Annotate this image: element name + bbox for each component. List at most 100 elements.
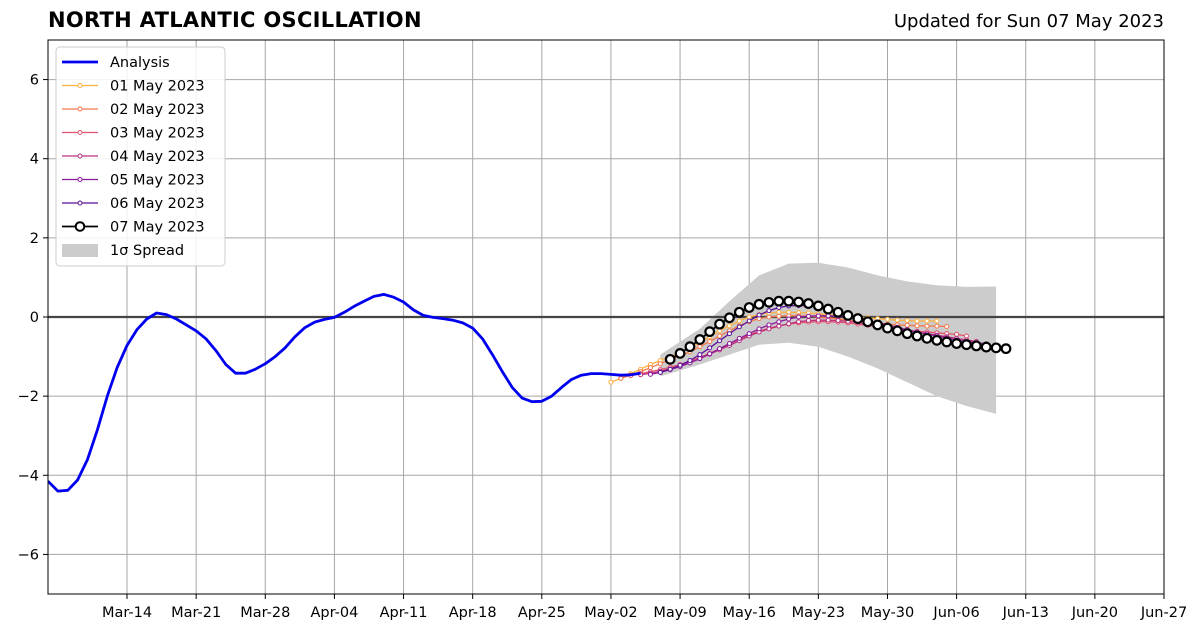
forecast-point — [746, 331, 752, 337]
x-tick-label: Apr-11 — [380, 605, 428, 621]
legend-label: 04 May 2023 — [110, 149, 205, 165]
analysis-layer — [48, 292, 641, 493]
forecast-point — [707, 339, 713, 345]
legend-item: 1σ Spread — [62, 243, 184, 259]
forecast-point — [805, 313, 811, 319]
legend-marker — [77, 130, 83, 135]
x-tick-label: Mar-28 — [240, 605, 290, 621]
forecast-point — [805, 318, 811, 324]
forecast-point — [901, 328, 913, 340]
forecast-point — [746, 314, 752, 320]
forecast-point — [990, 342, 1002, 354]
legend-item: 04 May 2023 — [62, 149, 205, 165]
y-tick-label: 4 — [30, 152, 39, 168]
forecast-point — [882, 322, 893, 334]
forecast-point — [657, 369, 663, 375]
forecast-point — [724, 312, 735, 324]
spread-band — [660, 262, 997, 414]
x-tick-label: May-02 — [584, 605, 637, 621]
forecast-point — [726, 323, 732, 329]
legend-label: 05 May 2023 — [110, 173, 205, 189]
forecast-point — [733, 306, 745, 318]
forecast-point — [667, 366, 673, 372]
x-tick-label: Jun-13 — [1002, 605, 1049, 621]
forecast-point — [786, 321, 792, 327]
forecast-point — [717, 346, 723, 352]
y-tick-label: 2 — [30, 231, 39, 247]
forecast-point — [756, 312, 762, 318]
forecast-point — [796, 314, 802, 320]
legend-item: 02 May 2023 — [62, 102, 205, 118]
forecast-point — [766, 308, 772, 314]
forecast-point — [796, 319, 802, 325]
forecast-point — [961, 339, 972, 351]
forecast-point — [776, 309, 782, 315]
legend-marker — [77, 153, 83, 159]
chart-subtitle: Updated for Sun 07 May 2023 — [893, 11, 1164, 32]
forecast-point — [647, 365, 653, 371]
forecast-point — [704, 326, 716, 338]
forecast-point — [697, 344, 703, 350]
forecast-point — [736, 335, 742, 341]
forecast-point — [812, 300, 824, 312]
forecast-point — [924, 318, 930, 324]
legend-marker — [77, 106, 83, 112]
y-tick-label: −4 — [18, 468, 39, 484]
x-tick-label: May-23 — [792, 605, 845, 621]
legend-label: 1σ Spread — [110, 243, 184, 259]
forecast-point — [944, 323, 950, 329]
forecast-point — [832, 306, 844, 318]
legend-label: 03 May 2023 — [110, 126, 205, 142]
forecast-point — [815, 317, 821, 323]
forecast-point — [608, 379, 614, 385]
forecast-point — [684, 341, 696, 353]
forecast-point — [664, 353, 676, 365]
forecast-point — [963, 333, 969, 339]
forecast-point — [766, 322, 772, 328]
forecast-point — [746, 318, 752, 324]
forecast-point — [766, 314, 772, 320]
forecast-point — [714, 318, 725, 330]
forecast-point — [921, 332, 933, 344]
forecast-point — [657, 361, 663, 367]
forecast-point — [694, 334, 706, 345]
forecast-point — [914, 318, 920, 324]
forecast-point — [707, 345, 713, 351]
forecast-point — [783, 295, 795, 307]
y-tick-label: 6 — [30, 73, 39, 89]
forecast-point — [884, 316, 890, 322]
forecast-point — [1000, 343, 1012, 355]
forecast-series — [664, 295, 1012, 365]
y-tick-label: −6 — [18, 547, 39, 563]
legend-label: Analysis — [110, 55, 170, 71]
x-tick-label: Apr-04 — [310, 605, 358, 621]
x-tick-label: May-16 — [723, 605, 776, 621]
forecast-point — [803, 298, 814, 309]
forecast-point — [904, 318, 910, 324]
forecast-point — [743, 302, 755, 313]
legend-label: 06 May 2023 — [110, 196, 205, 212]
legend: Analysis 01 May 2023 02 May 2023 03 May 202… — [55, 46, 226, 267]
legend-label: 02 May 2023 — [110, 102, 205, 118]
forecast-point — [776, 313, 782, 319]
legend-marker — [77, 83, 83, 88]
forecast-point — [726, 341, 732, 347]
forecast-point — [763, 296, 775, 308]
forecast-point — [941, 336, 953, 348]
forecast-point — [756, 326, 762, 332]
forecast-point — [825, 317, 831, 323]
forecast-point — [931, 334, 943, 346]
forecast-point — [914, 323, 920, 329]
forecast-point — [677, 362, 683, 368]
forecast-point — [647, 371, 653, 377]
forecast-point — [970, 340, 982, 352]
forecast-point — [911, 330, 923, 342]
y-tick-label: 0 — [30, 310, 39, 326]
forecast-point — [852, 313, 864, 324]
forecast-point — [726, 331, 732, 337]
forecast-point — [773, 295, 785, 307]
forecast-point — [674, 348, 686, 359]
y-tick-label: −2 — [18, 389, 39, 405]
forecast-point — [862, 316, 874, 328]
x-tick-label: Mar-21 — [171, 605, 221, 621]
